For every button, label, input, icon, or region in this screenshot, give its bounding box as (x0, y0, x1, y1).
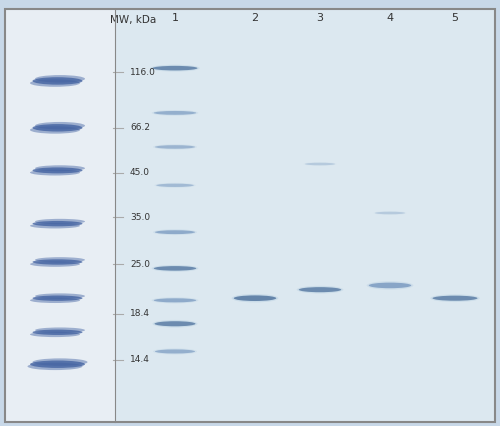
Ellipse shape (30, 79, 80, 87)
Text: 2: 2 (252, 13, 258, 23)
Ellipse shape (30, 262, 80, 267)
Text: 45.0: 45.0 (130, 168, 150, 177)
Ellipse shape (35, 122, 85, 130)
Ellipse shape (152, 66, 198, 70)
Ellipse shape (32, 124, 82, 132)
Ellipse shape (152, 110, 198, 116)
Text: 116.0: 116.0 (130, 68, 156, 77)
Ellipse shape (153, 348, 197, 354)
Ellipse shape (30, 332, 80, 337)
Text: 4: 4 (386, 13, 394, 23)
Text: 66.2: 66.2 (130, 123, 150, 132)
Text: 3: 3 (316, 13, 324, 23)
Ellipse shape (30, 170, 80, 176)
Ellipse shape (154, 266, 196, 271)
Ellipse shape (155, 145, 195, 149)
Ellipse shape (153, 229, 197, 235)
Text: 25.0: 25.0 (130, 259, 150, 269)
Ellipse shape (156, 184, 194, 187)
Ellipse shape (152, 297, 198, 303)
FancyBboxPatch shape (115, 9, 495, 422)
Ellipse shape (30, 298, 80, 303)
Ellipse shape (374, 211, 406, 215)
Text: 5: 5 (452, 13, 458, 23)
Ellipse shape (305, 163, 335, 165)
Ellipse shape (32, 221, 82, 226)
Ellipse shape (432, 296, 478, 301)
FancyBboxPatch shape (5, 9, 115, 422)
Ellipse shape (30, 126, 80, 134)
Ellipse shape (32, 296, 82, 301)
Ellipse shape (30, 360, 85, 368)
Ellipse shape (152, 320, 198, 328)
Ellipse shape (369, 282, 411, 288)
Ellipse shape (152, 265, 198, 272)
Text: 1: 1 (172, 13, 178, 23)
Ellipse shape (32, 358, 88, 366)
Ellipse shape (35, 328, 85, 333)
Ellipse shape (35, 75, 85, 83)
Ellipse shape (366, 281, 414, 290)
Ellipse shape (154, 298, 196, 302)
Ellipse shape (32, 330, 82, 335)
Ellipse shape (154, 111, 196, 115)
Text: MW, kDa: MW, kDa (110, 15, 156, 25)
Ellipse shape (35, 165, 85, 171)
Ellipse shape (32, 259, 82, 265)
Text: 35.0: 35.0 (130, 213, 150, 222)
Ellipse shape (430, 294, 480, 302)
Ellipse shape (155, 349, 195, 354)
Ellipse shape (35, 219, 85, 224)
Ellipse shape (299, 287, 341, 292)
Ellipse shape (150, 65, 200, 72)
Ellipse shape (35, 257, 85, 262)
Ellipse shape (154, 321, 196, 326)
Ellipse shape (234, 295, 276, 301)
Ellipse shape (304, 162, 336, 166)
Text: 14.4: 14.4 (130, 355, 150, 365)
Ellipse shape (32, 77, 82, 85)
Ellipse shape (35, 294, 85, 299)
Ellipse shape (32, 167, 82, 173)
Ellipse shape (153, 144, 197, 150)
Ellipse shape (232, 294, 278, 302)
Ellipse shape (154, 183, 196, 188)
Ellipse shape (155, 230, 195, 234)
Ellipse shape (30, 223, 80, 228)
Ellipse shape (375, 212, 405, 214)
Text: 18.4: 18.4 (130, 309, 150, 319)
Ellipse shape (28, 363, 82, 370)
Ellipse shape (296, 286, 344, 294)
